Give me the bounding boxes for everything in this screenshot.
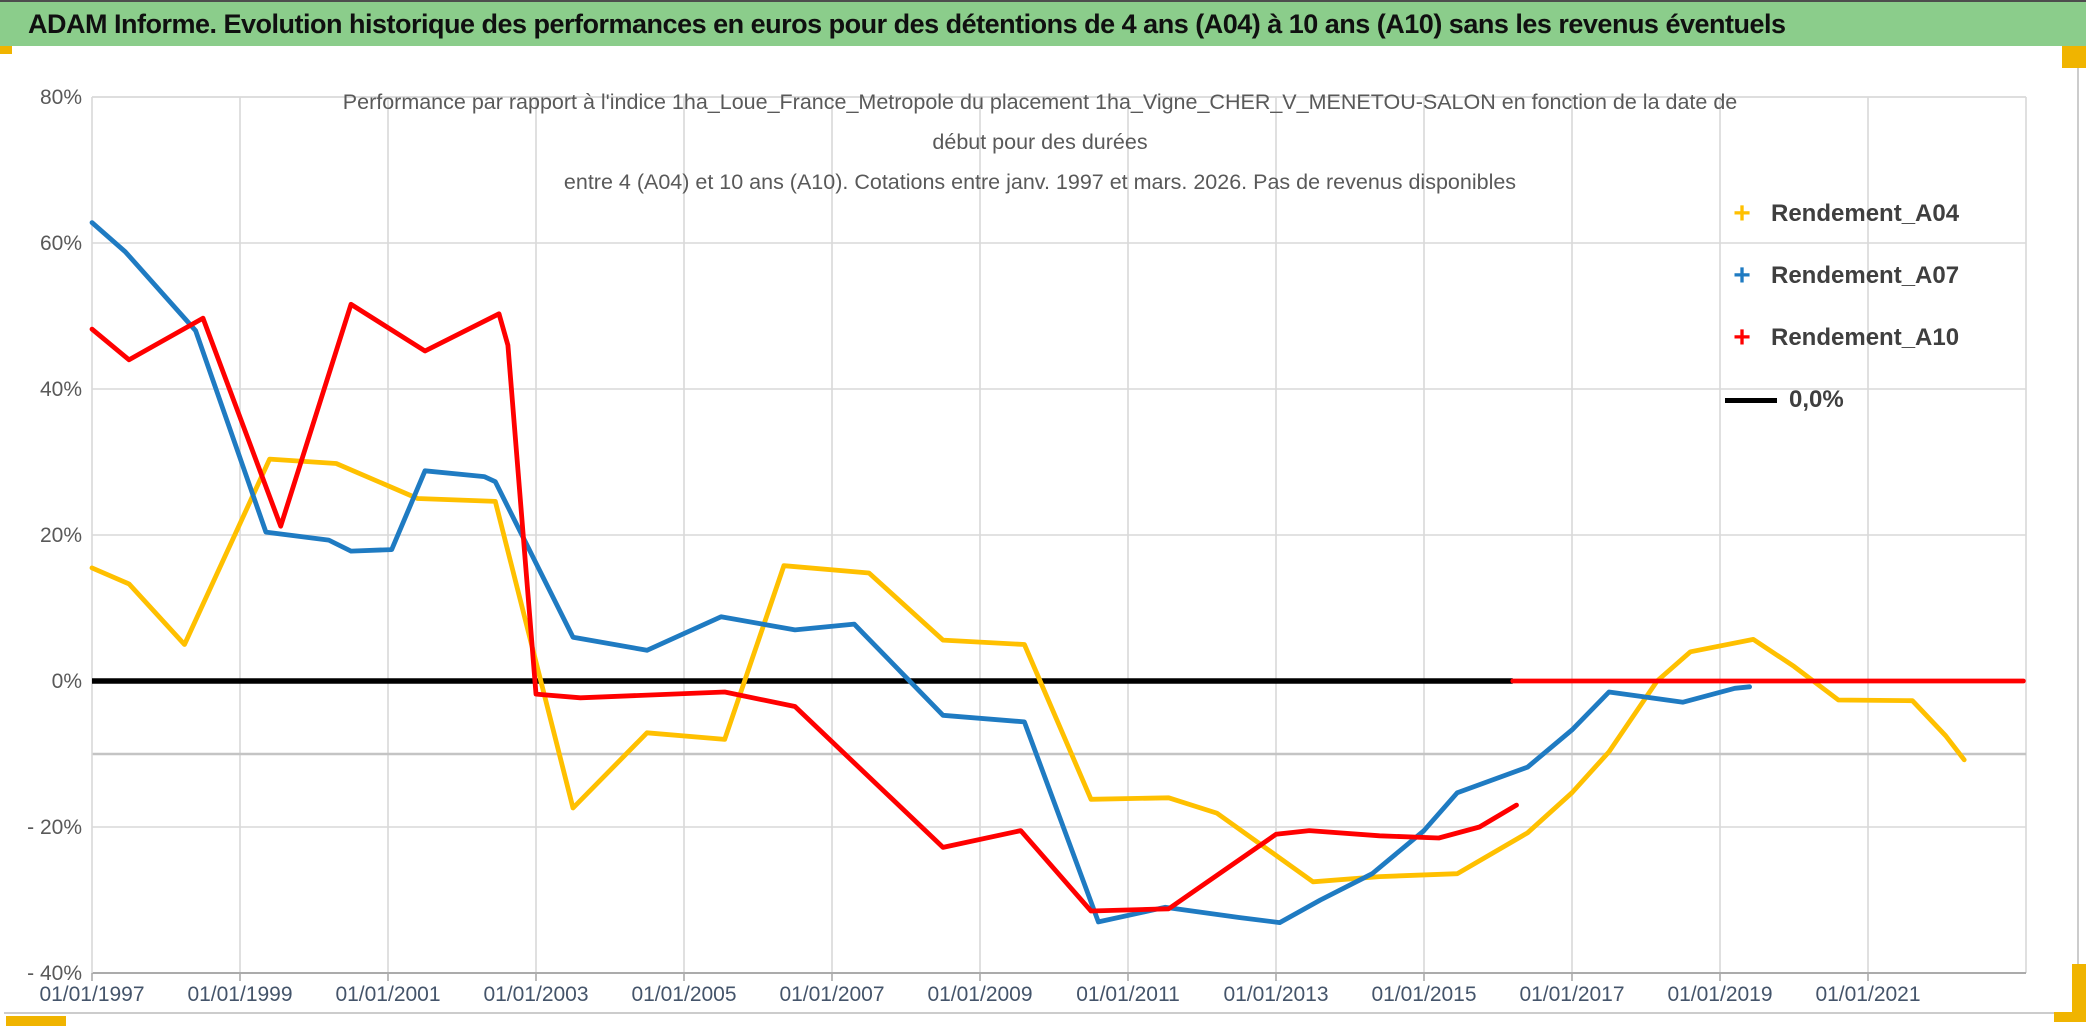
x-axis-label-2009: 01/01/2009 — [927, 983, 1032, 1006]
legend-zero-line-icon — [1725, 397, 1777, 403]
chart-title: Performance par rapport à l'indice 1ha_L… — [195, 82, 1885, 202]
legend-label: Rendement_A04 — [1771, 200, 1960, 227]
x-axis-label-2011: 01/01/2011 — [1076, 983, 1180, 1006]
legend-item-0-0-: 0,0% — [1725, 369, 2025, 431]
x-axis-label-2015: 01/01/2015 — [1371, 983, 1476, 1006]
y-axis-label-40: 40% — [40, 378, 82, 401]
legend-label: Rendement_A07 — [1771, 262, 1960, 289]
chart-title-line-3: entre 4 (A04) et 10 ans (A10). Cotations… — [563, 170, 1517, 194]
gold-accent-bottom-right-h — [2054, 1012, 2086, 1022]
gold-accent-top-right — [2062, 46, 2086, 68]
x-axis-label-2013: 01/01/2013 — [1223, 983, 1328, 1006]
x-axis-label-1997: 01/01/1997 — [39, 983, 144, 1006]
y-axis-label-0: 0% — [52, 670, 82, 693]
y-axis-label-20: 20% — [40, 524, 82, 547]
x-axis-label-2017: 01/01/2017 — [1519, 983, 1624, 1006]
legend-plus-marker-icon: + — [1733, 197, 1751, 230]
legend-item-rendement-a07: + Rendement_A07 — [1725, 245, 2025, 307]
x-axis-label-2001: 01/01/2001 — [335, 983, 440, 1006]
legend-item-rendement-a10: + Rendement_A10 — [1725, 307, 2025, 369]
legend-label: Rendement_A10 — [1771, 324, 1960, 351]
x-axis-label-2007: 01/01/2007 — [779, 983, 884, 1006]
x-axis-label-1999: 01/01/1999 — [187, 983, 292, 1006]
x-axis-label-2019: 01/01/2019 — [1667, 983, 1772, 1006]
gold-accent-bottom-right-v — [2072, 964, 2086, 1022]
header-bar: ADAM Informe. Evolution historique des p… — [0, 0, 2086, 46]
x-axis-label-2003: 01/01/2003 — [483, 983, 588, 1006]
chart-title-line-1: Performance par rapport à l'indice 1ha_L… — [342, 90, 1738, 114]
gold-accent-top-left — [0, 46, 12, 54]
chart-bottom-border — [4, 1012, 2082, 1014]
chart-right-border — [2077, 68, 2079, 1013]
series-rendement_a07 — [89, 220, 1752, 925]
legend-plus-marker-icon: + — [1733, 259, 1751, 292]
legend-item-rendement-a04: + Rendement_A04 — [1725, 183, 2025, 245]
gold-accent-bottom-left — [6, 1016, 66, 1026]
chart-title-line-2: début pour des durées — [932, 130, 1148, 154]
x-axis-label-2005: 01/01/2005 — [631, 983, 736, 1006]
y-axis-label-80: 80% — [40, 86, 82, 109]
chart-legend: + Rendement_A04 + Rendement_A07 + Rendement_A… — [1725, 183, 2025, 431]
legend-plus-marker-icon: + — [1733, 321, 1751, 354]
header-title: ADAM Informe. Evolution historique des p… — [28, 8, 1786, 39]
y-axis-label--40: - 40% — [27, 962, 82, 985]
series-rendement_a10 — [89, 301, 1519, 914]
legend-label: 0,0% — [1789, 386, 1844, 413]
series-rendement_a04 — [89, 456, 1967, 885]
y-axis-label--20: - 20% — [27, 816, 82, 839]
x-axis-label-2021: 01/01/2021 — [1815, 983, 1920, 1006]
y-axis-label-60: 60% — [40, 232, 82, 255]
